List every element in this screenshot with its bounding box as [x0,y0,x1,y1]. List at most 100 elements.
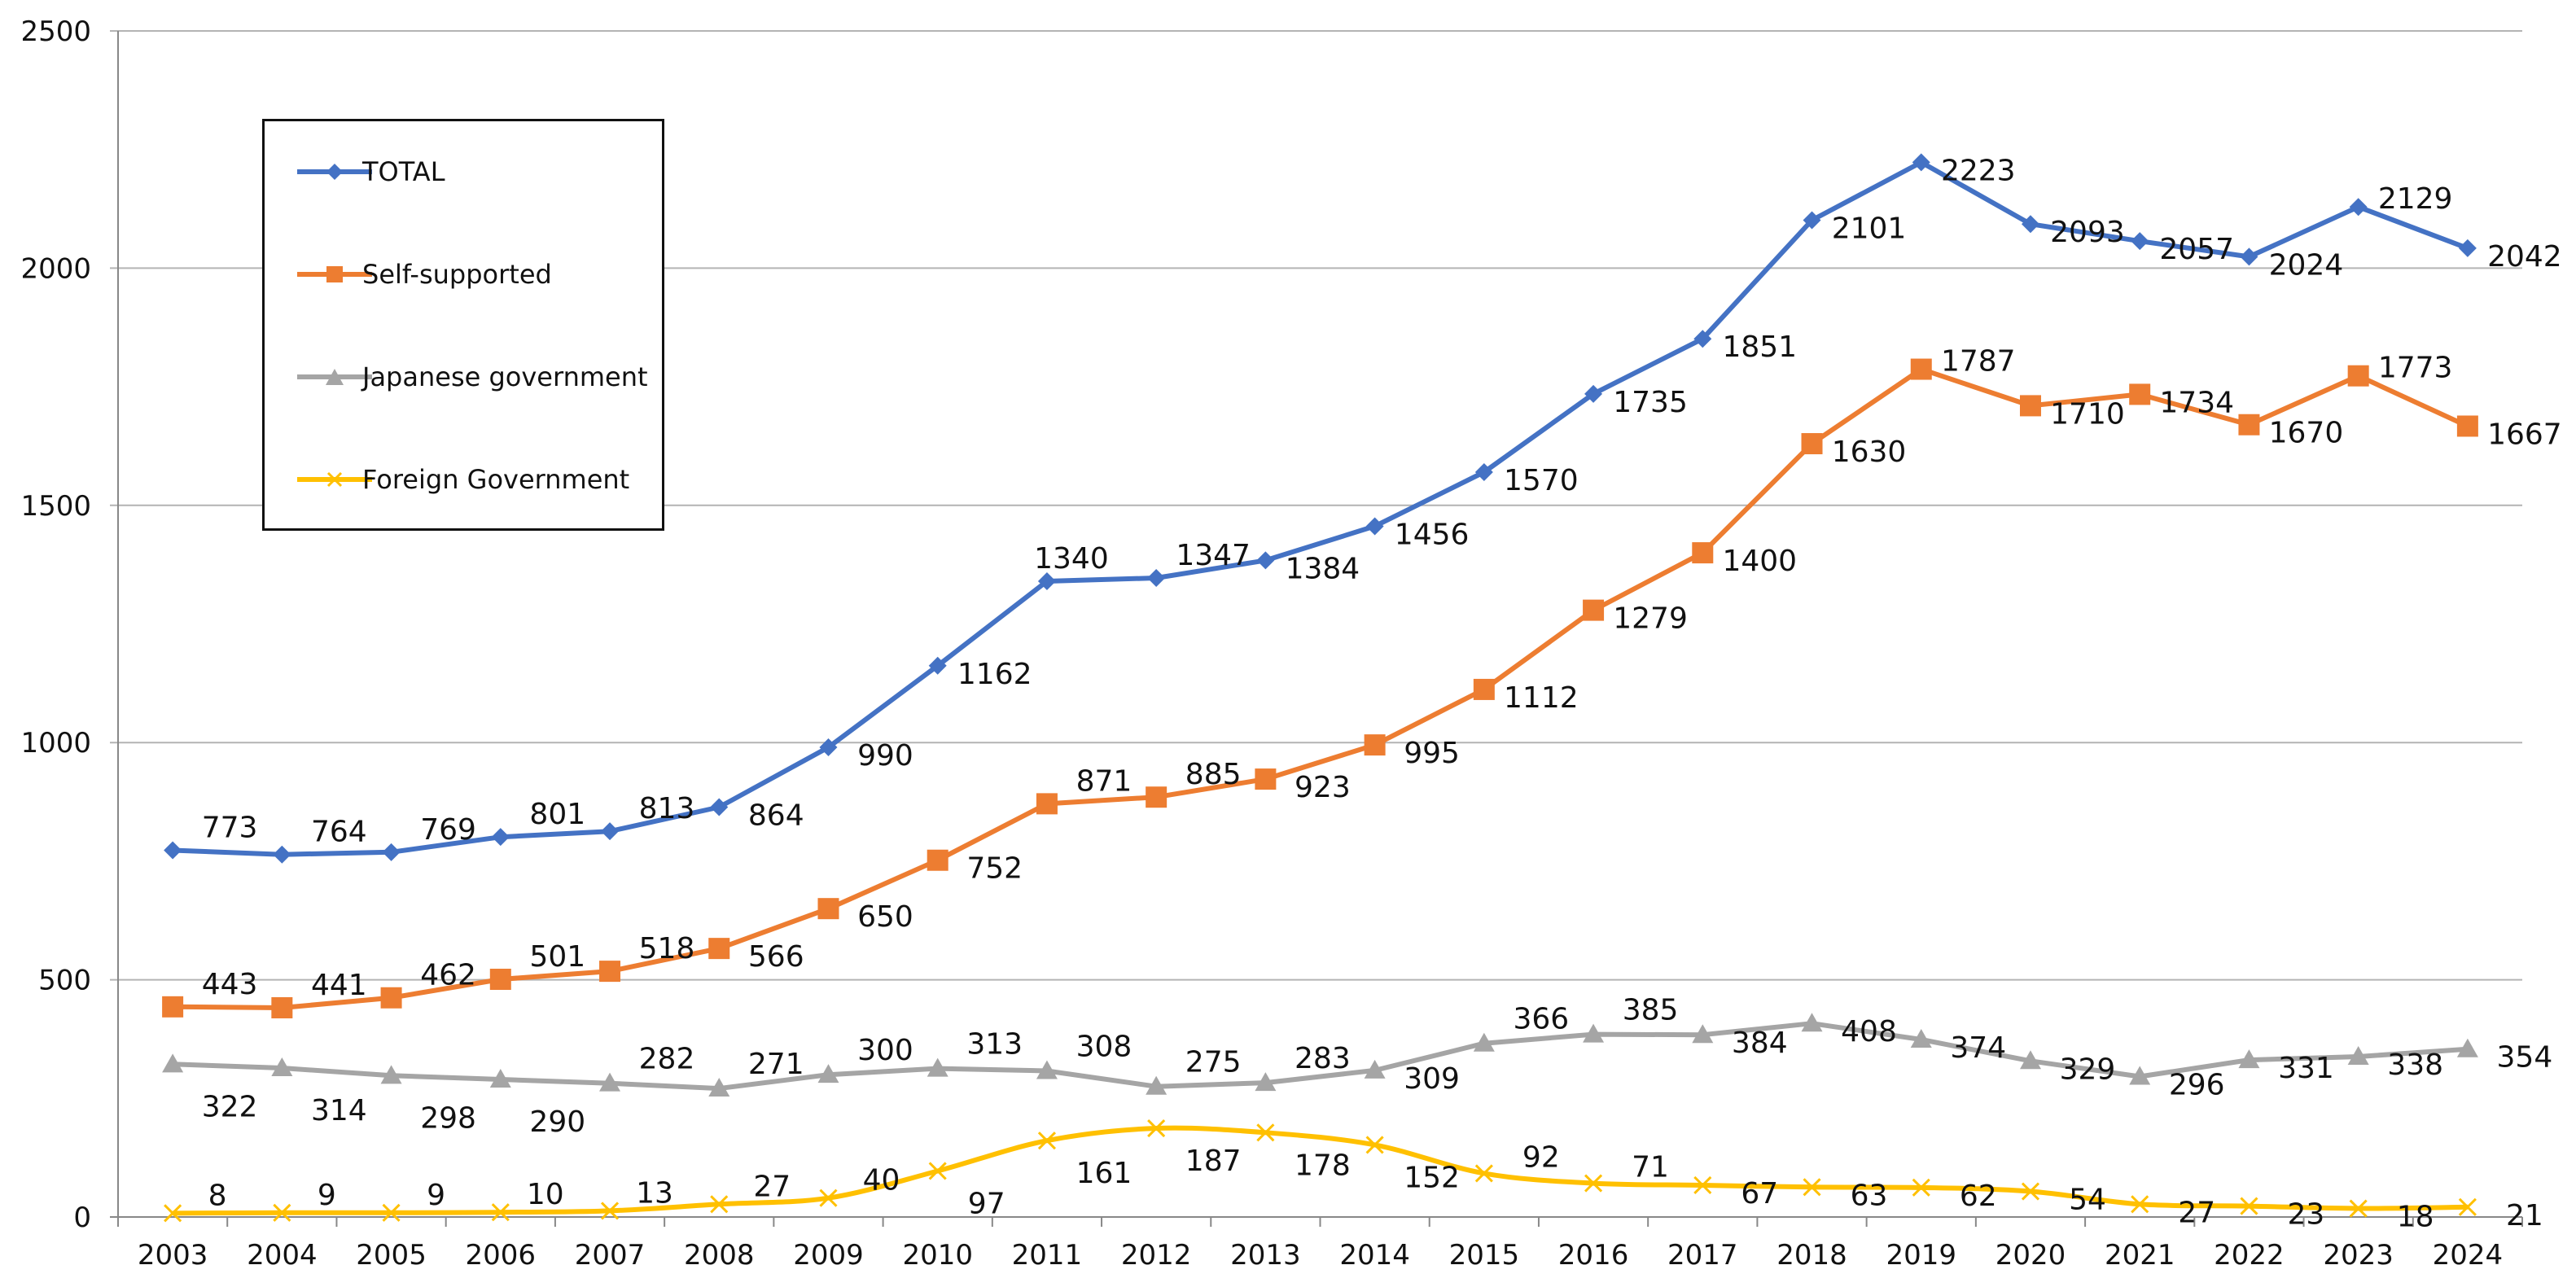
data-point-total [1037,572,1056,591]
data-point-foreign-government [2240,1197,2258,1215]
data-point-foreign-government [1912,1178,1930,1197]
x-marker-stroke [1256,1123,1275,1142]
x-tick-label: 2011 [1012,1239,1083,1272]
data-label: 1456 [1395,518,1470,551]
data-label: 374 [1950,1031,2006,1065]
data-label: 13 [636,1176,673,1210]
data-label: 769 [420,813,476,847]
y-tick-label: 0 [73,1202,91,1234]
series-lines [162,153,2478,1223]
x-tick-label: 2020 [1996,1239,2066,1272]
data-point-foreign-government [2458,1197,2477,1216]
data-label: 764 [311,816,367,849]
data-label: 1279 [1613,602,1688,636]
data-point-japanese-government [1255,1072,1277,1092]
data-point-foreign-government [2349,1199,2368,1218]
data-label: 161 [1076,1157,1132,1190]
data-point-total [491,828,510,847]
data-label: 923 [1295,771,1351,804]
data-point-japanese-government [708,1078,730,1097]
data-point-self-supported [2456,415,2478,437]
data-point-japanese-government [489,1068,511,1088]
data-point-japanese-government [162,1053,184,1073]
data-point-japanese-government [2019,1050,2041,1070]
data-label: 2093 [2050,216,2125,249]
data-label: 354 [2497,1041,2553,1075]
legend-swatch-foreign-government [297,471,372,488]
x-marker-stroke [1693,1175,1712,1195]
data-label: 462 [420,959,476,992]
x-tick-label: 2016 [1558,1239,1629,1272]
data-label: 1670 [2269,417,2344,450]
x-marker-stroke [1365,1136,1384,1154]
data-point-total [1803,211,1821,230]
data-label: 1340 [1034,542,1109,576]
data-point-self-supported [599,961,621,983]
x-tick-label: 2013 [1230,1239,1301,1272]
data-point-self-supported [380,987,402,1009]
y-tick-label: 2000 [20,252,91,285]
data-label: 650 [857,900,913,934]
data-label: 1112 [1504,681,1579,715]
data-label: 62 [1960,1180,1997,1213]
data-point-foreign-government [710,1195,729,1214]
data-label: 21 [2506,1199,2543,1232]
x-marker-stroke [382,1203,401,1222]
data-point-foreign-government [1037,1132,1056,1150]
data-point-foreign-government [1584,1174,1603,1193]
data-label: 384 [1732,1027,1788,1060]
data-point-self-supported [1255,768,1277,790]
data-label: 178 [1295,1149,1351,1182]
data-point-total [2240,247,2258,266]
data-point-foreign-government [164,1204,182,1223]
x-marker-stroke [710,1195,729,1214]
data-point-total [2349,198,2368,217]
legend-label-foreign-government: Foreign Government [362,464,630,495]
data-label: 385 [1623,994,1679,1027]
x-tick-label: 2015 [1449,1239,1520,1272]
x-tick-label: 2024 [2433,1239,2504,1272]
data-label: 9 [318,1179,336,1212]
legend: TOTAL Self-supported Japanese government… [262,119,664,531]
data-label: 309 [1404,1062,1460,1096]
data-label: 92 [1522,1140,1560,1174]
legend-label-total: TOTAL [362,156,445,187]
series-line-2 [172,1021,2469,1092]
data-label: 313 [966,1028,1023,1062]
data-point-foreign-government [1474,1164,1493,1183]
data-point-total [1474,463,1493,482]
x-tick-label: 2014 [1339,1239,1410,1272]
data-point-self-supported [2347,365,2369,387]
data-label: 990 [857,739,913,773]
data-point-total [2021,215,2039,234]
data-point-japanese-government [1146,1075,1168,1095]
data-point-japanese-government [1364,1059,1386,1079]
data-label: 314 [311,1094,367,1127]
data-point-total [1912,153,1930,172]
legend-item-foreign-government: Foreign Government [265,463,662,496]
data-point-total [1147,568,1166,587]
series-line-3 [173,1125,2468,1216]
x-marker-stroke [491,1203,510,1222]
data-point-total [2458,239,2477,257]
series-line-1 [173,366,2469,1010]
axes: 0 500 1000 1500 2000 2500 2003 2004 2005 2006 2007… [20,15,2523,1272]
data-label: 9 [427,1179,445,1212]
data-point-self-supported [1364,734,1386,756]
data-point-self-supported [1473,678,1495,700]
x-marker-stroke [2240,1197,2258,1215]
data-point-self-supported [2238,414,2260,436]
series-line-0 [172,160,2469,857]
data-label: 773 [202,811,258,844]
x-tick-label: 2019 [1886,1239,1956,1272]
x-tick-label: 2021 [2105,1239,2175,1272]
data-point-total [164,841,182,860]
data-label: 1851 [1722,331,1797,364]
data-point-self-supported [1692,542,1714,564]
x-marker-stroke [1912,1178,1930,1197]
legend-swatch-self-supported [297,266,372,282]
data-point-japanese-government [2456,1038,2478,1057]
data-label: 63 [1851,1179,1888,1212]
data-point-foreign-government [382,1203,401,1222]
data-label: 8 [208,1179,227,1212]
